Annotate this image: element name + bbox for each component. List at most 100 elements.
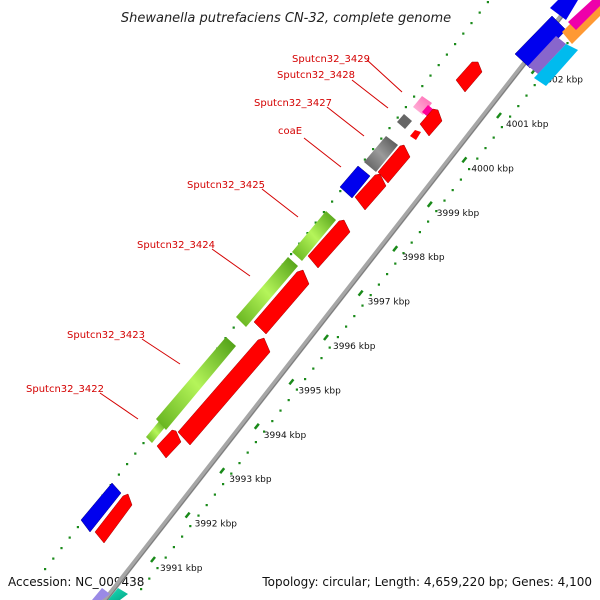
feature-teal-bottom[interactable]	[108, 588, 128, 600]
feature-cds-3422-green[interactable]	[146, 420, 166, 443]
kbp-tick-mark	[150, 556, 156, 563]
kbp-tick-label: 3995 kbp	[298, 386, 341, 396]
ruler-dot	[443, 199, 446, 202]
feature-cds-isolated[interactable]	[455, 61, 483, 93]
ruler-dot	[271, 420, 274, 423]
ruler-dot	[205, 504, 208, 507]
ruler-dot	[492, 136, 495, 139]
ruler-dot	[322, 211, 325, 214]
ruler-dot	[306, 232, 309, 235]
gene-3423-leader	[141, 338, 181, 365]
ruler-dot	[484, 147, 487, 150]
ruler-dot	[314, 221, 317, 224]
ruler-dot	[363, 158, 366, 161]
feature-3428-red-small[interactable]	[410, 130, 421, 140]
ruler-dot	[164, 556, 167, 559]
gene-3429-leader	[366, 59, 403, 93]
ruler-dot	[361, 304, 364, 307]
genome-summary: Topology: circular; Length: 4,659,220 bp…	[261, 575, 592, 589]
kbp-tick-mark	[288, 378, 295, 386]
kbp-tick-label: 3994 kbp	[264, 431, 307, 441]
feature-cyan-top[interactable]	[534, 44, 578, 86]
ruler-dot	[222, 483, 225, 486]
feature-3429-pink[interactable]	[413, 96, 432, 115]
ruler-dot	[451, 189, 454, 192]
ruler-dot	[44, 568, 47, 571]
ruler-dot	[380, 137, 383, 140]
ruler-dot	[246, 451, 249, 454]
gene-3425-label[interactable]: Sputcn32_3425	[187, 180, 265, 191]
gene-3422-leader	[99, 392, 139, 420]
kbp-tick-mark	[323, 334, 329, 341]
gene-3427-label[interactable]: Sputcn32_3427	[254, 98, 332, 109]
feature-cds-3425-green[interactable]	[292, 211, 336, 261]
kbp-tick-label: 4001 kbp	[506, 120, 549, 130]
feature-3427-gray[interactable]	[364, 136, 398, 172]
gene-3429-label[interactable]: Sputcn32_3429	[292, 54, 370, 65]
feature-cds-3424-green[interactable]	[236, 257, 298, 327]
kbp-tick-label: 3997 kbp	[368, 298, 411, 308]
ruler-dot	[126, 463, 129, 466]
feature-cds-bottom[interactable]	[94, 493, 133, 544]
gene-3428-label[interactable]: Sputcn32_3428	[277, 70, 355, 81]
ruler-dot	[410, 241, 413, 244]
ruler-dot	[287, 399, 290, 402]
ruler-dot	[238, 462, 241, 465]
ruler-dot	[279, 409, 282, 412]
ruler-dot	[232, 326, 235, 329]
feature-3429-magenta[interactable]	[422, 105, 434, 117]
kbp-tick-label: 4000 kbp	[471, 164, 514, 174]
feature-cds-3424-red[interactable]	[253, 269, 310, 335]
ruler-dot	[429, 74, 432, 77]
ruler-dot	[148, 577, 151, 580]
kbp-tick-mark	[461, 156, 468, 164]
feature-cds-3422-red[interactable]	[156, 429, 182, 459]
feature-coaE-blue[interactable]	[339, 165, 371, 199]
feature-3427-red[interactable]	[377, 144, 411, 184]
gene-3427-leader	[326, 106, 365, 137]
ruler-dot	[476, 157, 479, 160]
feature-violet-bottom[interactable]	[92, 588, 110, 600]
ruler-dot	[462, 32, 465, 35]
ruler-dot	[339, 190, 342, 193]
gene-3425-leader	[261, 188, 299, 218]
gene-labels: Sputcn32_3422 Sputcn32_3423 Sputcn32_342…	[26, 54, 403, 420]
feature-rna-top-2[interactable]	[550, 0, 578, 20]
feature-track	[80, 0, 600, 600]
ruler-dot	[533, 84, 536, 87]
gene-coaE-leader	[303, 137, 342, 168]
ruler-dot	[76, 526, 79, 529]
ruler-dot	[189, 525, 192, 528]
ruler-dot	[566, 42, 569, 45]
ruler-dot	[421, 85, 424, 88]
gene-coaE-label[interactable]: coaE	[278, 126, 302, 137]
ruler-dot	[230, 472, 233, 475]
feature-3428-gray[interactable]	[397, 114, 412, 129]
kbp-tick-mark	[219, 467, 226, 474]
feature-cds-3423-green[interactable]	[156, 337, 236, 430]
ruler-dot	[372, 148, 375, 151]
gene-3423-label[interactable]: Sputcn32_3423	[67, 330, 145, 341]
feature-violet-top[interactable]	[528, 36, 566, 74]
ruler-dot	[369, 294, 372, 297]
ruler-dot	[320, 357, 323, 360]
feature-cds-3425-red[interactable]	[307, 219, 351, 269]
feature-coaE-red[interactable]	[354, 173, 387, 211]
ruler-dot	[336, 336, 339, 339]
feature-3429-red[interactable]	[419, 108, 443, 137]
genome-backbone	[101, 0, 578, 600]
tick-labels: 3991 kbp 3992 kbp 3993 kbp 3994 kbp 3995 kbp…	[150, 67, 583, 574]
feature-magenta-top[interactable]	[568, 0, 600, 30]
gene-3424-leader	[211, 248, 251, 277]
feature-rna-bottom[interactable]	[80, 482, 122, 533]
ruler-dot	[377, 283, 380, 286]
gene-3422-label[interactable]: Sputcn32_3422	[26, 384, 104, 395]
ruler-dot	[445, 53, 448, 56]
feature-cds-3423-red[interactable]	[177, 337, 271, 446]
ruler-dot	[413, 95, 416, 98]
gene-3424-label[interactable]: Sputcn32_3424	[137, 240, 215, 251]
genome-backbone-edge	[106, 0, 577, 600]
ruler-dot	[52, 557, 55, 560]
ruler-dot	[435, 210, 438, 213]
ruler-dot	[142, 442, 145, 445]
